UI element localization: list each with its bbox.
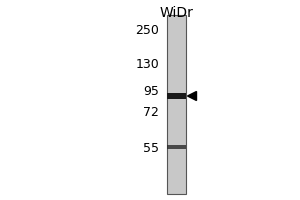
Bar <box>167 15 186 194</box>
Text: 130: 130 <box>135 58 159 72</box>
Text: 55: 55 <box>143 142 159 156</box>
Text: 250: 250 <box>135 23 159 36</box>
Text: WiDr: WiDr <box>159 6 193 20</box>
Polygon shape <box>188 92 196 100</box>
Bar <box>167 93 186 99</box>
Bar <box>167 145 186 149</box>
Text: 72: 72 <box>143 106 159 119</box>
Text: 95: 95 <box>143 85 159 98</box>
